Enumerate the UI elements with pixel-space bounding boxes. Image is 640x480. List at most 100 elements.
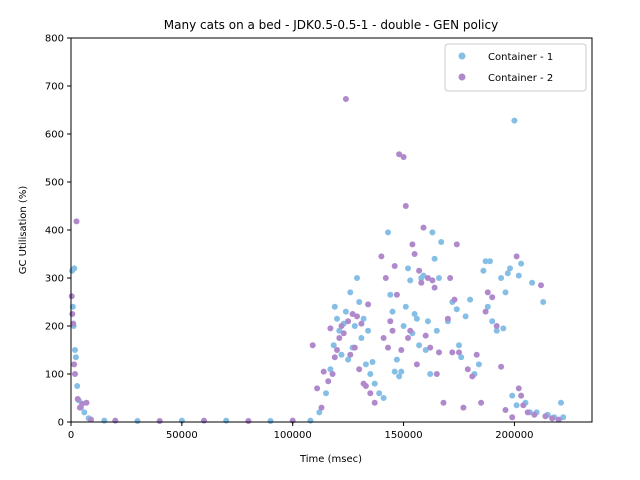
- point-series-2-16: [309, 342, 316, 349]
- point-series-1-17: [316, 409, 323, 416]
- legend-box: [444, 43, 587, 92]
- chart-title: Many cats on a bed - JDK0.5-0.5-1 - doub…: [164, 18, 498, 32]
- point-series-2-52: [402, 203, 409, 209]
- point-series-2-91: [524, 409, 531, 416]
- point-series-2-27: [340, 330, 347, 337]
- point-series-2-72: [451, 296, 458, 303]
- point-series-1-50: [402, 303, 409, 310]
- point-series-2-95: [549, 415, 556, 422]
- point-series-1-89: [513, 402, 520, 409]
- point-series-2-49: [396, 151, 403, 158]
- point-series-1-34: [360, 315, 367, 322]
- point-series-1-79: [487, 258, 493, 265]
- y-tick-label: 800: [45, 34, 64, 45]
- point-series-2-50: [398, 347, 405, 353]
- point-series-1-55: [413, 315, 420, 322]
- point-series-1-51: [405, 265, 411, 272]
- y-axis-ticks: 0 100 200 300 400 500 600 700 800: [45, 34, 71, 429]
- point-series-2-32: [351, 344, 358, 351]
- point-series-1-15: [267, 418, 274, 424]
- point-series-1-56: [416, 342, 423, 349]
- point-series-2-78: [473, 351, 480, 358]
- point-series-2-63: [427, 344, 434, 351]
- y-tick-label: 100: [45, 370, 64, 381]
- point-series-2-92: [531, 411, 538, 418]
- point-series-2-37: [362, 383, 369, 389]
- point-series-2-30: [347, 351, 354, 358]
- point-series-1-30: [351, 323, 358, 329]
- point-series-1-76: [480, 267, 487, 274]
- point-series-1-46: [393, 356, 400, 363]
- point-series-2-66: [433, 371, 440, 377]
- point-series-1-19: [327, 366, 334, 373]
- point-series-1-37: [367, 371, 374, 377]
- point-series-1-52: [407, 277, 414, 284]
- point-series-1-18: [323, 390, 329, 397]
- point-series-1-100: [560, 414, 567, 421]
- point-series-2-1: [69, 311, 76, 317]
- point-series-1-5: [72, 354, 79, 361]
- point-series-1-84: [502, 289, 509, 296]
- point-series-2-58: [416, 267, 423, 274]
- point-series-1-72: [462, 313, 469, 320]
- point-series-1-99: [558, 399, 564, 406]
- point-series-2-73: [453, 241, 460, 248]
- point-series-2-4: [72, 371, 78, 377]
- point-series-1-63: [431, 255, 438, 262]
- point-series-1-71: [458, 354, 465, 361]
- point-series-2-35: [358, 320, 365, 327]
- point-series-2-77: [469, 373, 476, 380]
- point-series-1-16: [307, 417, 314, 424]
- point-series-2-64: [429, 277, 436, 284]
- x-tick-label: 50000: [166, 430, 198, 441]
- point-series-1-42: [385, 229, 391, 236]
- point-series-2-81: [484, 289, 491, 296]
- point-series-2-79: [478, 399, 485, 406]
- point-series-2-33: [354, 313, 360, 320]
- point-series-1-44: [389, 308, 396, 315]
- point-series-1-40: [376, 390, 383, 397]
- point-series-2-28: [342, 96, 349, 102]
- point-series-2-34: [356, 366, 363, 373]
- point-series-1-60: [424, 318, 431, 325]
- point-series-2-84: [498, 363, 505, 370]
- point-series-2-94: [542, 413, 549, 420]
- point-series-2-68: [440, 399, 447, 406]
- point-series-2-41: [378, 253, 385, 260]
- point-series-2-48: [393, 291, 400, 298]
- x-axis-label: Time (msec): [299, 454, 362, 465]
- point-series-1-22: [334, 315, 340, 322]
- legend-label-container-2: Container - 2: [488, 73, 553, 84]
- y-tick-label: 300: [45, 274, 64, 285]
- point-series-1-96: [540, 299, 547, 305]
- x-tick-label: 150000: [384, 430, 422, 441]
- point-series-2-74: [456, 349, 462, 356]
- point-series-1-27: [345, 356, 352, 363]
- point-series-2-62: [424, 275, 431, 281]
- point-series-1-65: [436, 275, 442, 281]
- y-tick-label: 500: [45, 178, 64, 189]
- point-series-2-85: [502, 407, 509, 413]
- point-series-1-78: [484, 303, 491, 310]
- point-series-1-33: [358, 335, 365, 341]
- point-series-1-49: [400, 323, 407, 329]
- point-series-1-35: [362, 361, 369, 368]
- point-series-1-26: [342, 308, 349, 315]
- point-series-1-12: [134, 418, 141, 424]
- point-series-1-64: [433, 327, 440, 334]
- point-series-2-47: [391, 263, 398, 269]
- point-series-1-21: [331, 303, 338, 310]
- point-series-1-31: [354, 275, 360, 281]
- point-series-2-60: [420, 224, 427, 231]
- y-axis-label: GC Utilisation (%): [18, 186, 29, 275]
- point-series-2-82: [489, 294, 496, 301]
- point-series-2-26: [338, 323, 345, 329]
- point-series-1-3: [71, 265, 78, 272]
- point-series-2-61: [422, 332, 429, 339]
- point-series-1-20: [330, 342, 337, 349]
- y-tick-label: 700: [45, 82, 64, 93]
- point-series-1-28: [347, 289, 354, 296]
- point-series-1-90: [515, 272, 522, 279]
- point-series-2-83: [493, 323, 500, 329]
- point-series-2-86: [509, 414, 516, 421]
